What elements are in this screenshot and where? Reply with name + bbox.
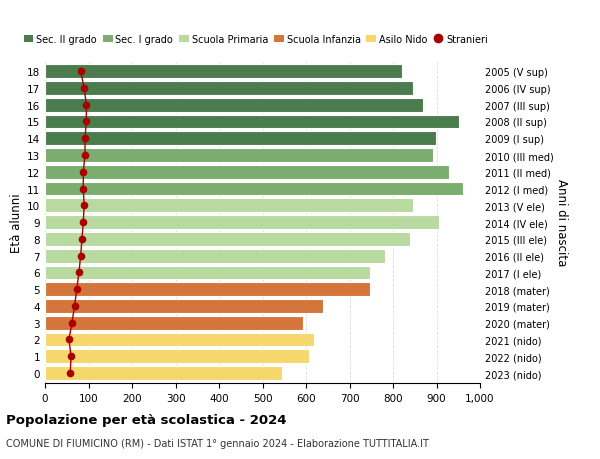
Text: COMUNE DI FIUMICINO (RM) - Dati ISTAT 1° gennaio 2024 - Elaborazione TUTTITALIA.: COMUNE DI FIUMICINO (RM) - Dati ISTAT 1°… [6, 438, 429, 448]
Bar [45, 99, 422, 112]
Bar [45, 266, 370, 280]
Bar [45, 350, 310, 364]
Bar [45, 115, 459, 129]
Bar [45, 333, 314, 347]
Bar [45, 149, 433, 162]
Bar [45, 132, 436, 146]
Y-axis label: Anni di nascita: Anni di nascita [554, 179, 568, 266]
Bar [45, 316, 302, 330]
Bar [45, 299, 323, 313]
Bar [45, 233, 410, 246]
Bar [45, 65, 402, 79]
Text: Popolazione per età scolastica - 2024: Popolazione per età scolastica - 2024 [6, 413, 287, 426]
Bar [45, 216, 439, 230]
Legend: Sec. II grado, Sec. I grado, Scuola Primaria, Scuola Infanzia, Asilo Nido, Stran: Sec. II grado, Sec. I grado, Scuola Prim… [24, 35, 488, 45]
Bar [45, 182, 463, 196]
Bar [45, 166, 449, 179]
Bar [45, 82, 413, 95]
Bar [45, 199, 413, 213]
Bar [45, 283, 370, 297]
Y-axis label: Età alunni: Età alunni [10, 193, 23, 252]
Bar [45, 249, 385, 263]
Bar [45, 366, 282, 380]
